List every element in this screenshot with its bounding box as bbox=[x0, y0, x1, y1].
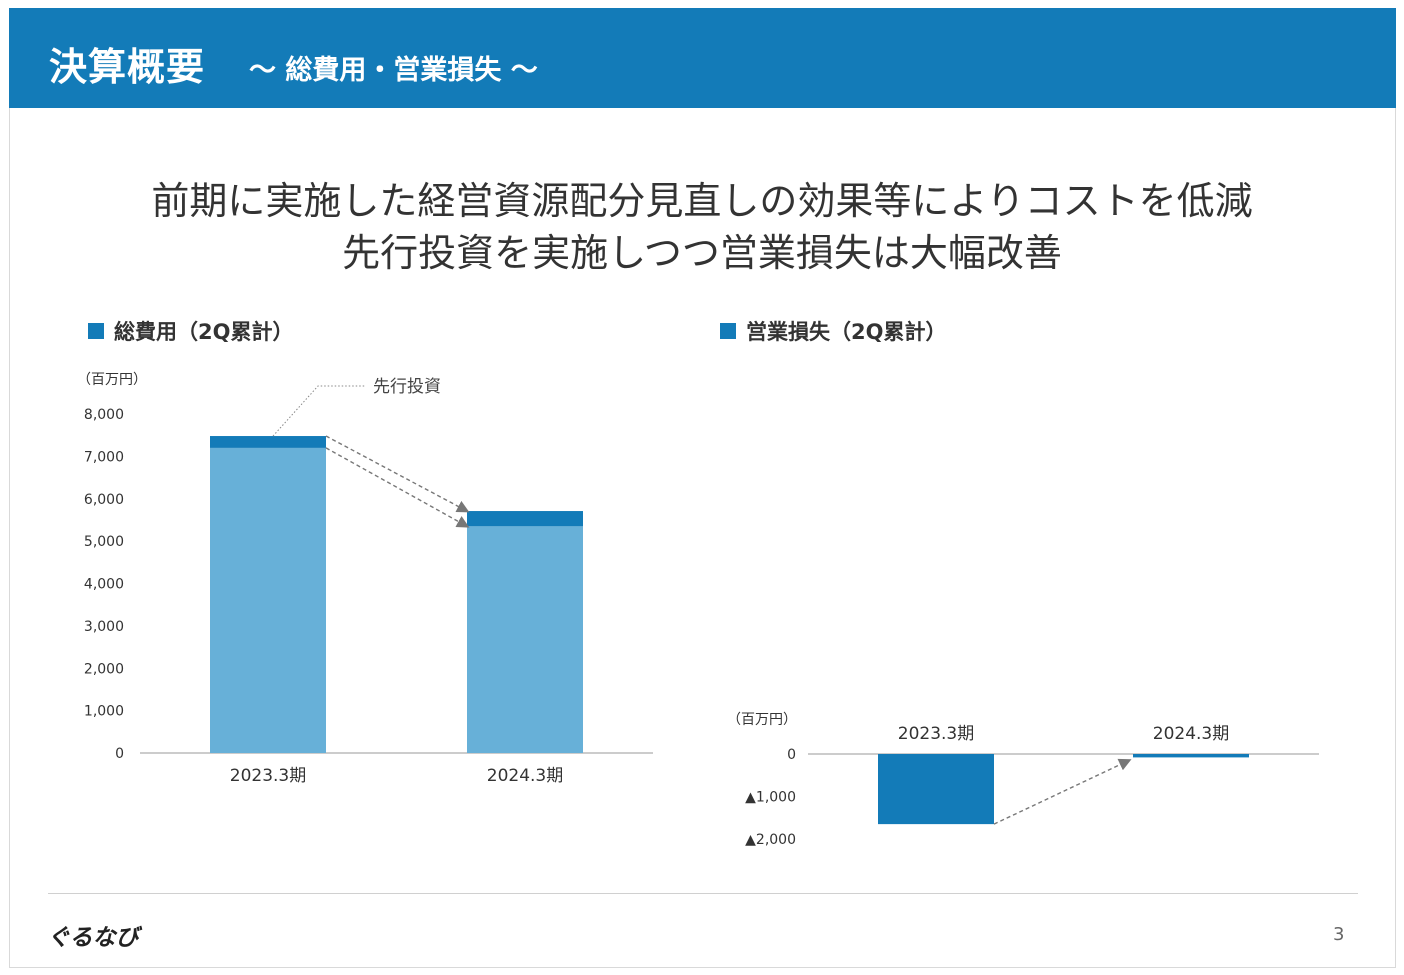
loss-chart-heading: 営業損失（2Q累計） bbox=[720, 316, 946, 346]
cost-bar-investment bbox=[210, 436, 326, 448]
cost-chart-title: 総費用（2Q累計） bbox=[114, 320, 294, 344]
loss-y-tick-label: 0 bbox=[787, 747, 796, 763]
cost-y-tick-label: 7,000 bbox=[84, 449, 124, 465]
cost-y-tick-label: 0 bbox=[115, 746, 124, 762]
cost-trend-arrow bbox=[325, 447, 470, 528]
company-logo: ぐるなび bbox=[47, 925, 139, 951]
page-subtitle: 〜 総費用・営業損失 〜 bbox=[249, 55, 538, 86]
header-bar: 決算概要 〜 総費用・営業損失 〜 bbox=[9, 8, 1396, 108]
footer-divider bbox=[48, 893, 1358, 894]
headline-line-1: 前期に実施した経営資源配分見直しの効果等によりコストを低減 bbox=[151, 179, 1253, 223]
cost-bar-investment bbox=[467, 511, 583, 527]
cost-trend-arrow bbox=[325, 435, 470, 513]
loss-x-tick-label: 2024.3期 bbox=[1153, 724, 1229, 744]
cost-y-tick-label: 2,000 bbox=[84, 661, 124, 677]
loss-y-tick-label: ▲2,000 bbox=[745, 832, 796, 848]
loss-y-tick-label: ▲1,000 bbox=[745, 790, 796, 806]
cost-bar-base bbox=[210, 447, 326, 753]
square-bullet-icon bbox=[720, 323, 736, 339]
loss-chart-title: 営業損失（2Q累計） bbox=[746, 320, 947, 344]
cost-chart-heading: 総費用（2Q累計） bbox=[88, 316, 293, 346]
page-title: 決算概要 bbox=[49, 45, 206, 89]
cost-y-tick-label: 8,000 bbox=[84, 407, 124, 423]
headline-line-2: 先行投資を実施しつつ営業損失は大幅改善 bbox=[342, 231, 1062, 275]
annotation-label: 先行投資 bbox=[373, 377, 441, 397]
loss-bar bbox=[1133, 754, 1249, 758]
square-bullet-icon bbox=[88, 323, 104, 339]
loss-bar bbox=[878, 754, 994, 825]
cost-bar-base bbox=[467, 526, 583, 753]
page-number: 3 bbox=[1333, 924, 1345, 945]
loss-unit-label: （百万円） bbox=[727, 712, 797, 728]
annotation-leader-line bbox=[272, 385, 366, 437]
loss-trend-arrow bbox=[993, 758, 1132, 825]
cost-y-tick-label: 6,000 bbox=[84, 492, 124, 508]
cost-y-tick-label: 4,000 bbox=[84, 577, 124, 593]
cost-unit-label: （百万円） bbox=[77, 372, 147, 388]
cost-y-tick-label: 3,000 bbox=[84, 619, 124, 635]
cost-x-tick-label: 2024.3期 bbox=[487, 766, 563, 786]
cost-y-tick-label: 1,000 bbox=[84, 704, 124, 720]
loss-x-tick-label: 2023.3期 bbox=[898, 724, 974, 744]
cost-x-tick-label: 2023.3期 bbox=[230, 766, 306, 786]
cost-y-tick-label: 5,000 bbox=[84, 534, 124, 550]
